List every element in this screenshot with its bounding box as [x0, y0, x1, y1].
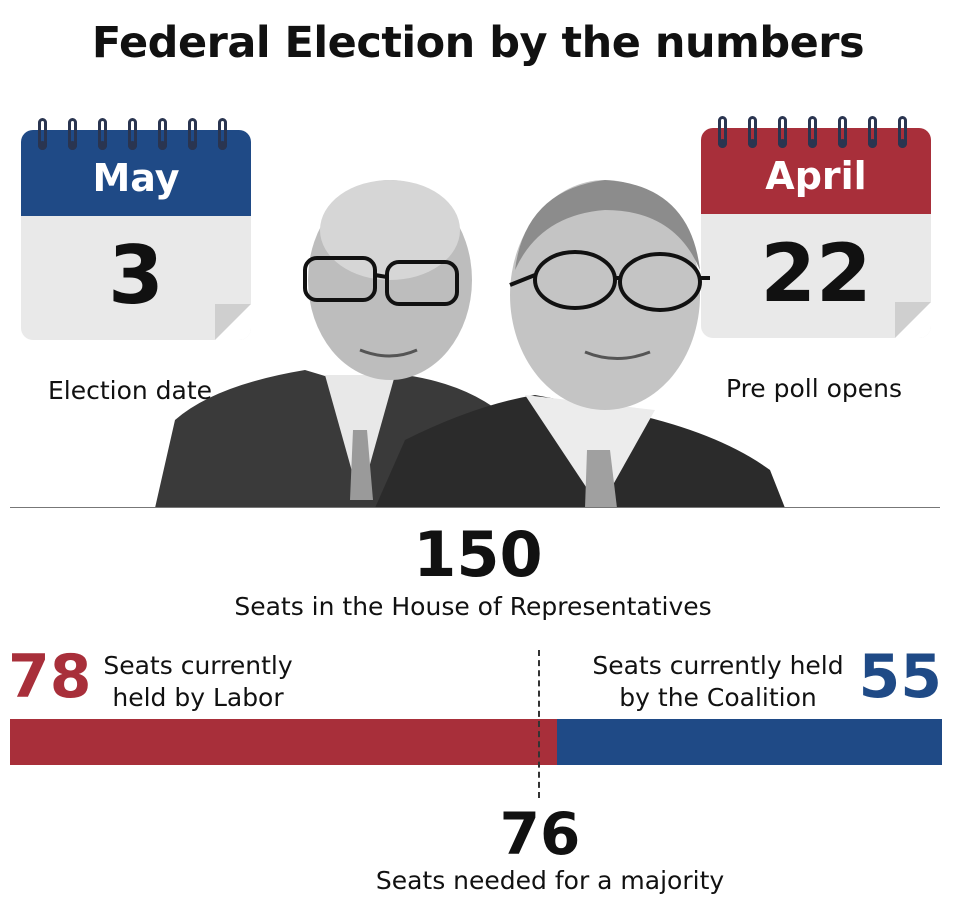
- majority-seats-label: Seats needed for a majority: [375, 866, 725, 895]
- majority-line: [538, 650, 540, 798]
- majority-seats-number: 76: [499, 800, 581, 868]
- labor-label-line1: Seats currently: [103, 651, 293, 680]
- calendar-day: 22: [760, 227, 872, 320]
- calendar-rings-icon: [718, 116, 918, 148]
- coalition-label-line1: Seats currently held: [592, 651, 844, 680]
- coalition-seats-label: Seats currently held by the Coalition: [584, 650, 852, 714]
- calendar-election-date: May 3: [21, 118, 251, 348]
- calendar-rings-icon: [38, 118, 238, 150]
- total-seats-label: Seats in the House of Representatives: [234, 592, 712, 621]
- politicians-photo: [155, 180, 785, 508]
- calendar-day: 3: [108, 229, 164, 322]
- calendar-pre-poll: April 22: [701, 116, 931, 346]
- labor-seats-number: 78: [8, 642, 92, 712]
- calendar-label: Pre poll opens: [725, 374, 903, 403]
- labor-seats-label: Seats currently held by Labor: [98, 650, 298, 714]
- calendar-label: Election date: [47, 376, 213, 405]
- page-title: Federal Election by the numbers: [91, 18, 865, 68]
- divider: [10, 507, 940, 508]
- labor-label-line2: held by Labor: [112, 683, 284, 712]
- coalition-seats-bar: [557, 719, 942, 765]
- coalition-label-line2: by the Coalition: [619, 683, 817, 712]
- page-curl: [215, 304, 251, 340]
- labor-seats-bar: [10, 719, 557, 765]
- page-curl: [895, 302, 931, 338]
- coalition-seats-number: 55: [858, 642, 943, 712]
- total-seats-number: 150: [413, 518, 543, 591]
- calendar-page: 22: [701, 214, 931, 338]
- calendar-page: 3: [21, 216, 251, 340]
